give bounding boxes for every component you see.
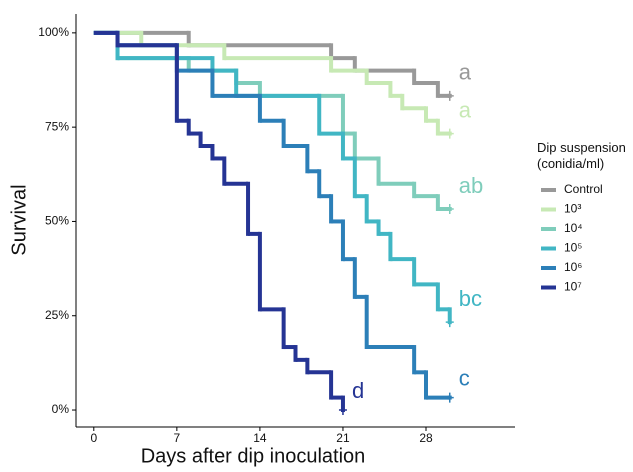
- legend-title-box: Dip suspension (conidia/ml): [537, 140, 626, 171]
- y-tick-label: 50%: [45, 214, 69, 228]
- x-axis-title: Days after dip inoculation: [141, 445, 366, 467]
- censor-mark: [445, 203, 454, 214]
- y-tick-label: 0%: [52, 402, 70, 416]
- group-label: a: [459, 97, 472, 122]
- legend-label: 10⁵: [564, 241, 582, 255]
- x-tick-label: 0: [90, 431, 97, 445]
- x-tick-label: 28: [419, 431, 433, 445]
- legend-title: Dip suspension (conidia/ml): [537, 140, 626, 171]
- legend-label: 10³: [564, 202, 581, 216]
- x-tick-label: 7: [174, 431, 181, 445]
- y-tick-label: 25%: [45, 308, 69, 322]
- censor-mark: [445, 90, 454, 101]
- group-label: bc: [459, 286, 482, 311]
- y-tick-label: 75%: [45, 119, 69, 133]
- legend-label: 10⁷: [564, 280, 582, 294]
- x-tick-label: 21: [336, 431, 350, 445]
- group-label: a: [459, 60, 472, 85]
- group-label: c: [459, 365, 470, 390]
- y-tick-label: 100%: [38, 25, 69, 39]
- legend-label: 10⁶: [564, 260, 582, 274]
- legend-label: Control: [564, 182, 603, 196]
- censor-mark: [445, 128, 454, 139]
- censor-mark: [445, 317, 454, 328]
- censor-mark: [338, 405, 347, 416]
- group-label: ab: [459, 173, 483, 198]
- x-tick-label: 14: [253, 431, 267, 445]
- legend-label: 10⁴: [564, 221, 583, 235]
- censor-mark: [445, 392, 454, 403]
- group-label: d: [352, 378, 364, 403]
- y-axis-title: Survival: [8, 184, 30, 255]
